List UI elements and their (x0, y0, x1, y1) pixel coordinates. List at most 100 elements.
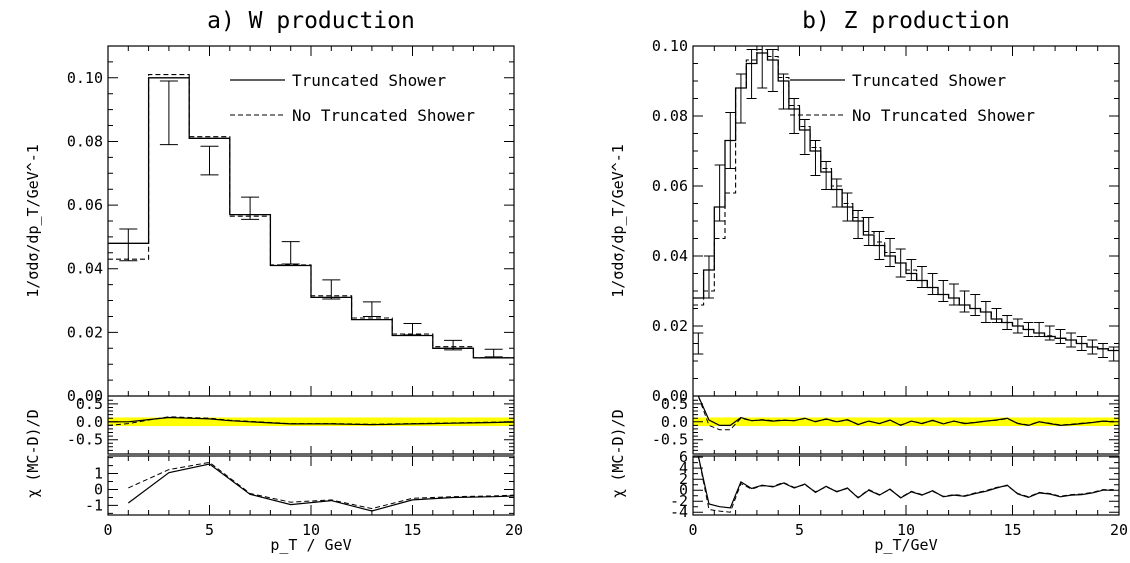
chart-title: a) W production (207, 8, 415, 34)
data-point (799, 119, 810, 155)
w-production-panel: a) W production0.000.020.040.060.080.100… (24, 8, 523, 554)
legend-label-truncated: Truncated Shower (852, 71, 1006, 90)
series-no-truncated-shower (108, 74, 514, 359)
legend-label-no-truncated: No Truncated Shower (852, 106, 1035, 125)
ratio-tick-label: 0.0 (661, 413, 688, 431)
data-point (1087, 339, 1098, 355)
x-tick-label: 5 (205, 521, 214, 539)
chi-axis-label: χ (609, 489, 627, 498)
data-point (938, 280, 949, 302)
uncertainty-band (108, 417, 514, 427)
data-point (927, 273, 938, 295)
ratio-tick-label: 0.5 (76, 395, 103, 413)
series-no-truncated-shower (693, 48, 1119, 352)
legend-label-truncated: Truncated Shower (292, 71, 446, 90)
y-tick-label: 0.06 (67, 196, 103, 214)
y-tick-label: 0.04 (67, 260, 103, 278)
data-point (821, 161, 832, 190)
data-point (789, 98, 800, 134)
data-point (281, 241, 300, 265)
chi-tick-label: 4 (679, 459, 688, 477)
x-tick-label: 20 (1110, 521, 1128, 539)
y-tick-label: 0.02 (67, 323, 103, 341)
data-point (1034, 322, 1045, 337)
data-point (444, 339, 463, 351)
chi-tick-label: -4 (670, 503, 688, 521)
legend-label-no-truncated: No Truncated Shower (292, 106, 475, 125)
ratio-tick-label: -0.5 (67, 431, 103, 449)
ratio-axis-label: (MC-D)/D (609, 409, 627, 481)
y-tick-label: 0.02 (652, 317, 688, 335)
ratio-no-truncated-shower (697, 395, 1114, 431)
data-point (714, 164, 725, 222)
data-point (980, 301, 991, 323)
chi-truncated-shower (127, 463, 515, 512)
data-point (853, 210, 864, 239)
data-point (1023, 322, 1034, 337)
data-point (831, 178, 842, 208)
data-point (735, 73, 746, 124)
x-tick-label: 15 (1003, 521, 1021, 539)
ratio-tick-label: 0.0 (76, 413, 103, 431)
data-point (693, 332, 704, 355)
data-point (322, 279, 341, 300)
data-point (746, 49, 757, 99)
data-point (1055, 329, 1066, 344)
data-point (948, 283, 959, 306)
data-point (1044, 325, 1055, 341)
data-point (703, 255, 714, 299)
data-point (778, 73, 789, 110)
data-point (159, 80, 178, 146)
x-tick-label: 5 (795, 521, 804, 539)
ratio-axis-label: (MC-D)/D (24, 409, 42, 481)
ratio-no-truncated-shower (107, 416, 515, 426)
y-axis-label: 1/σdσ/dp_T/GeV^-1 (24, 144, 42, 298)
x-axis-label: p_T/GeV (874, 536, 937, 554)
ratio-ticks (107, 399, 515, 454)
data-point (906, 259, 917, 281)
data-point (362, 301, 381, 317)
data-point (970, 294, 981, 316)
y-tick-label: 0.00 (652, 387, 688, 405)
x-axis-label: p_T / GeV (270, 536, 351, 554)
x-tick-label: 10 (302, 521, 320, 539)
chi-tick-label: -1 (85, 496, 103, 514)
data-point (895, 248, 906, 278)
ratio-tick-label: -0.5 (652, 431, 688, 449)
y-tick-label: 0.06 (652, 177, 688, 195)
chi-tick-label: 2 (679, 470, 688, 488)
chi-tick-label: -2 (670, 492, 688, 510)
uncertainty-band (693, 417, 1119, 427)
chi-ticks (107, 456, 515, 515)
data-point (403, 322, 422, 336)
chi-tick-label: 0 (679, 481, 688, 499)
chi-no-truncated-shower (697, 455, 1114, 513)
ratio-ticks (692, 399, 1120, 454)
data-point (757, 45, 768, 89)
chi-tick-label: 0 (94, 480, 103, 498)
y-tick-label: 0.08 (652, 107, 688, 125)
data-point (1076, 336, 1087, 351)
data-point (1012, 318, 1023, 334)
x-tick-label: 0 (688, 521, 697, 539)
z-production-panel: b) Z production0.000.020.040.060.080.100… (609, 8, 1128, 554)
data-point (916, 266, 927, 288)
y-tick-label: 0.00 (67, 387, 103, 405)
ratio-tick-label: 0.5 (661, 395, 688, 413)
y-axis-label: 1/σdσ/dp_T/GeV^-1 (609, 144, 627, 298)
main-ticks (107, 45, 515, 397)
main-ticks (692, 45, 1120, 397)
data-point (484, 348, 503, 358)
chart-title: b) Z production (802, 8, 1010, 34)
data-point (1108, 346, 1119, 362)
series-truncated-shower (693, 52, 1119, 352)
x-tick-label: 10 (897, 521, 915, 539)
chi-ticks (692, 456, 1120, 515)
chi-tick-label: 1 (94, 465, 103, 483)
chi-no-truncated-shower (128, 461, 515, 510)
data-point (885, 238, 896, 267)
data-point (119, 228, 138, 262)
data-point (959, 290, 970, 313)
data-point (200, 145, 219, 176)
